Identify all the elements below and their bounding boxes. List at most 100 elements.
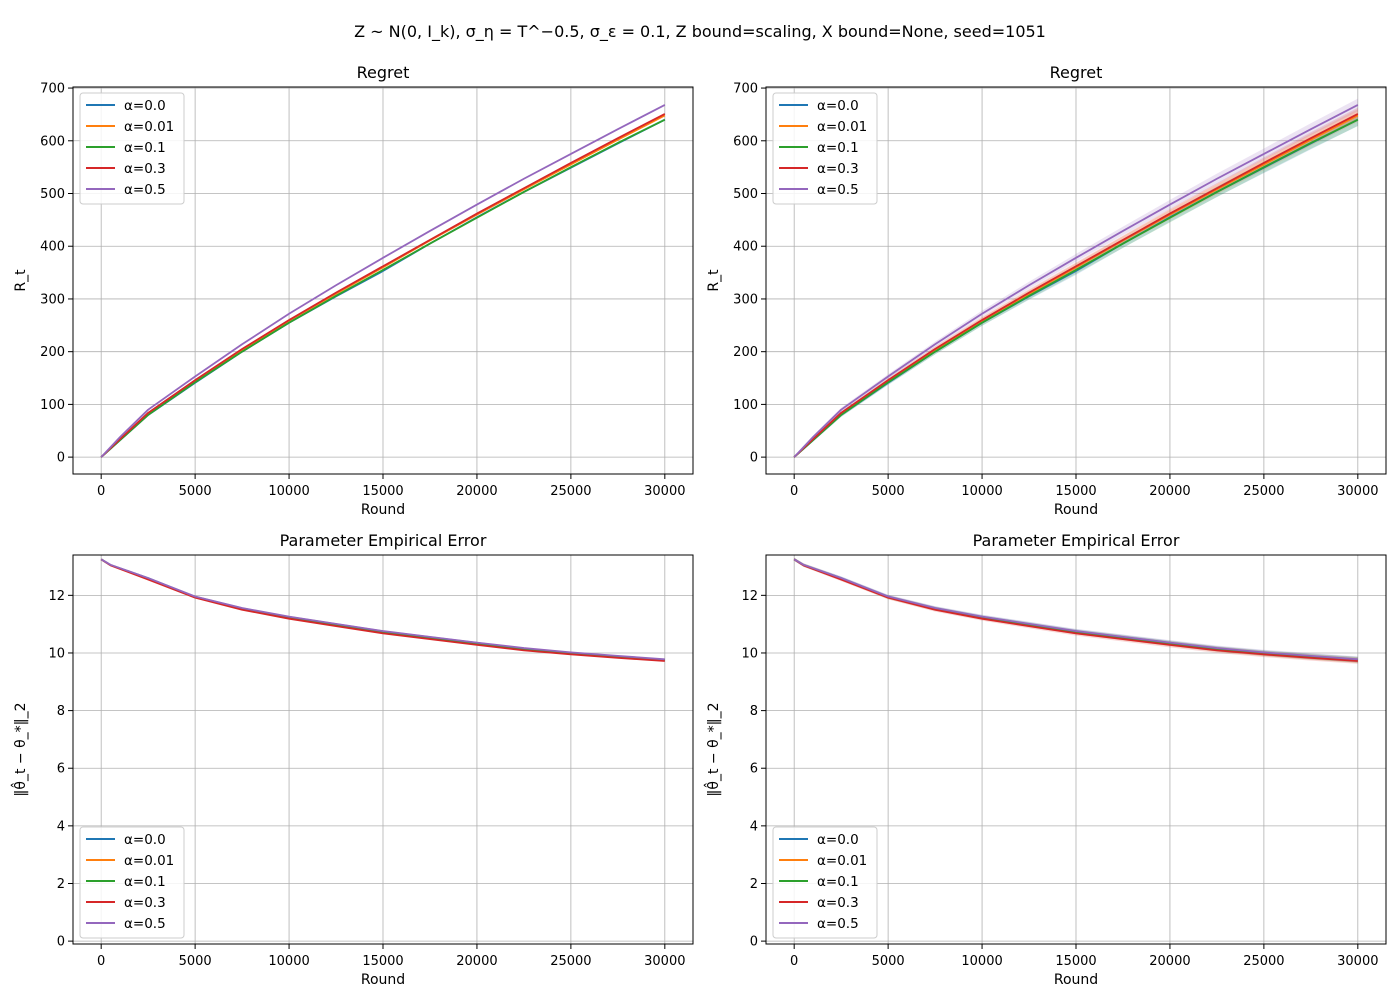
- y-tick-label: 0: [57, 451, 65, 466]
- legend-entry: α=0.5: [817, 916, 859, 932]
- chart-panel: 0 5000 10000 15000 20000 25000 30000 0 2 4 6 8 10 12 P…: [703, 531, 1387, 988]
- legend: α=0.0 α=0.01 α=0.1 α=0.3 α=0.5: [79, 826, 185, 939]
- series-line: [793, 558, 1358, 661]
- x-axis-label: Round: [361, 972, 405, 988]
- x-tick-label: 25000: [550, 954, 591, 969]
- y-tick-label: 0: [57, 935, 65, 950]
- x-tick-label: 20000: [456, 954, 497, 969]
- chart-panel: 0 5000 10000 15000 20000 25000 30000 0 100 200 300…: [706, 63, 1387, 518]
- series-line: [793, 118, 1359, 458]
- panel-title: Regret: [1050, 63, 1103, 82]
- y-tick-label: 0: [750, 935, 758, 950]
- x-tick-label: 30000: [1337, 954, 1378, 969]
- legend-entry: α=0.0: [124, 98, 166, 114]
- legend-entry: α=0.0: [817, 832, 859, 848]
- series-line: [793, 558, 1358, 662]
- y-tick-label: 100: [40, 398, 65, 413]
- y-tick-label: 300: [40, 292, 65, 307]
- x-tick-label: 15000: [1055, 484, 1096, 499]
- chart-panel: 0 5000 10000 15000 20000 25000 30000 0 100 200 300…: [13, 63, 694, 518]
- x-tick-label: 0: [790, 954, 798, 969]
- y-tick-label: 500: [733, 187, 758, 202]
- legend-entry: α=0.5: [817, 182, 859, 198]
- y-tick-label: 12: [48, 589, 65, 604]
- y-tick-label: 100: [733, 398, 758, 413]
- y-axis-label: ‖θ̂_t − θ_*‖_2: [703, 702, 722, 796]
- y-tick-label: 8: [57, 704, 65, 719]
- legend-entry: α=0.01: [817, 853, 867, 869]
- y-axis-label: R_t: [13, 269, 29, 292]
- y-tick-label: 600: [733, 134, 758, 149]
- x-tick-label: 15000: [1055, 954, 1096, 969]
- y-tick-label: 200: [733, 345, 758, 360]
- y-tick-label: 12: [741, 589, 758, 604]
- x-tick-label: 20000: [1149, 954, 1190, 969]
- y-tick-label: 400: [40, 240, 65, 255]
- legend-box: [772, 92, 878, 205]
- x-tick-label: 0: [97, 954, 105, 969]
- panel-title: Regret: [357, 63, 410, 82]
- legend-entry: α=0.5: [124, 182, 166, 198]
- legend-box: [772, 826, 878, 939]
- y-tick-label: 0: [750, 451, 758, 466]
- x-tick-label: 5000: [872, 484, 905, 499]
- x-axis-label: Round: [1054, 972, 1098, 988]
- series-line: [793, 104, 1359, 458]
- y-tick-label: 700: [40, 82, 65, 97]
- series-line: [100, 558, 665, 662]
- x-tick-label: 10000: [268, 954, 309, 969]
- x-tick-label: 10000: [961, 954, 1002, 969]
- x-tick-label: 5000: [872, 954, 905, 969]
- x-tick-label: 25000: [1243, 484, 1284, 499]
- panel-title: Parameter Empirical Error: [280, 531, 487, 550]
- x-tick-label: 25000: [1243, 954, 1284, 969]
- y-tick-label: 400: [733, 240, 758, 255]
- legend-entry: α=0.1: [124, 140, 166, 156]
- legend-box: [79, 92, 185, 205]
- chart-panel: 0 5000 10000 15000 20000 25000 30000 0 2 4 6 8 10 12 P…: [10, 531, 694, 988]
- x-tick-label: 0: [790, 484, 798, 499]
- y-tick-label: 6: [57, 762, 65, 777]
- legend-entry: α=0.1: [817, 140, 859, 156]
- x-tick-label: 0: [97, 484, 105, 499]
- legend-entry: α=0.1: [817, 874, 859, 890]
- legend-entry: α=0.01: [124, 119, 174, 135]
- x-tick-label: 30000: [644, 484, 685, 499]
- panels: 0 5000 10000 15000 20000 25000 300000100200300…: [10, 63, 1387, 988]
- x-tick-label: 15000: [362, 954, 403, 969]
- x-tick-label: 20000: [1149, 484, 1190, 499]
- legend-entry: α=0.3: [817, 895, 859, 911]
- legend-box: [79, 826, 185, 939]
- legend-entry: α=0.3: [817, 161, 859, 177]
- x-axis-label: Round: [361, 502, 405, 518]
- y-tick-label: 700: [733, 82, 758, 97]
- y-tick-label: 300: [733, 292, 758, 307]
- y-tick-label: 2: [57, 877, 65, 892]
- legend-entry: α=0.1: [124, 874, 166, 890]
- series-line: [793, 113, 1359, 458]
- series-line: [100, 558, 665, 661]
- figure-suptitle: Z ~ N(0, I_k), σ_η = T^−0.5, σ_ε = 0.1, …: [354, 22, 1046, 42]
- x-tick-label: 10000: [961, 484, 1002, 499]
- y-tick-label: 4: [57, 819, 65, 834]
- y-tick-label: 200: [40, 345, 65, 360]
- x-axis-label: Round: [1054, 502, 1098, 518]
- y-tick-label: 500: [40, 187, 65, 202]
- y-tick-label: 4: [750, 819, 758, 834]
- x-tick-label: 20000: [456, 484, 497, 499]
- legend-entry: α=0.3: [124, 161, 166, 177]
- series-line: [100, 104, 666, 458]
- x-tick-label: 5000: [179, 954, 212, 969]
- y-tick-label: 6: [750, 762, 758, 777]
- legend-entry: α=0.01: [124, 853, 174, 869]
- y-axis-label: ‖θ̂_t − θ_*‖_2: [10, 702, 29, 796]
- y-tick-label: 10: [48, 646, 65, 661]
- legend: α=0.0 α=0.01 α=0.1 α=0.3 α=0.5: [79, 92, 185, 205]
- y-axis-label: R_t: [706, 269, 722, 292]
- legend-entry: α=0.01: [817, 119, 867, 135]
- legend: α=0.0 α=0.01 α=0.1 α=0.3 α=0.5: [772, 826, 878, 939]
- panel-title: Parameter Empirical Error: [973, 531, 1180, 550]
- x-tick-label: 15000: [362, 484, 403, 499]
- y-tick-label: 10: [741, 646, 758, 661]
